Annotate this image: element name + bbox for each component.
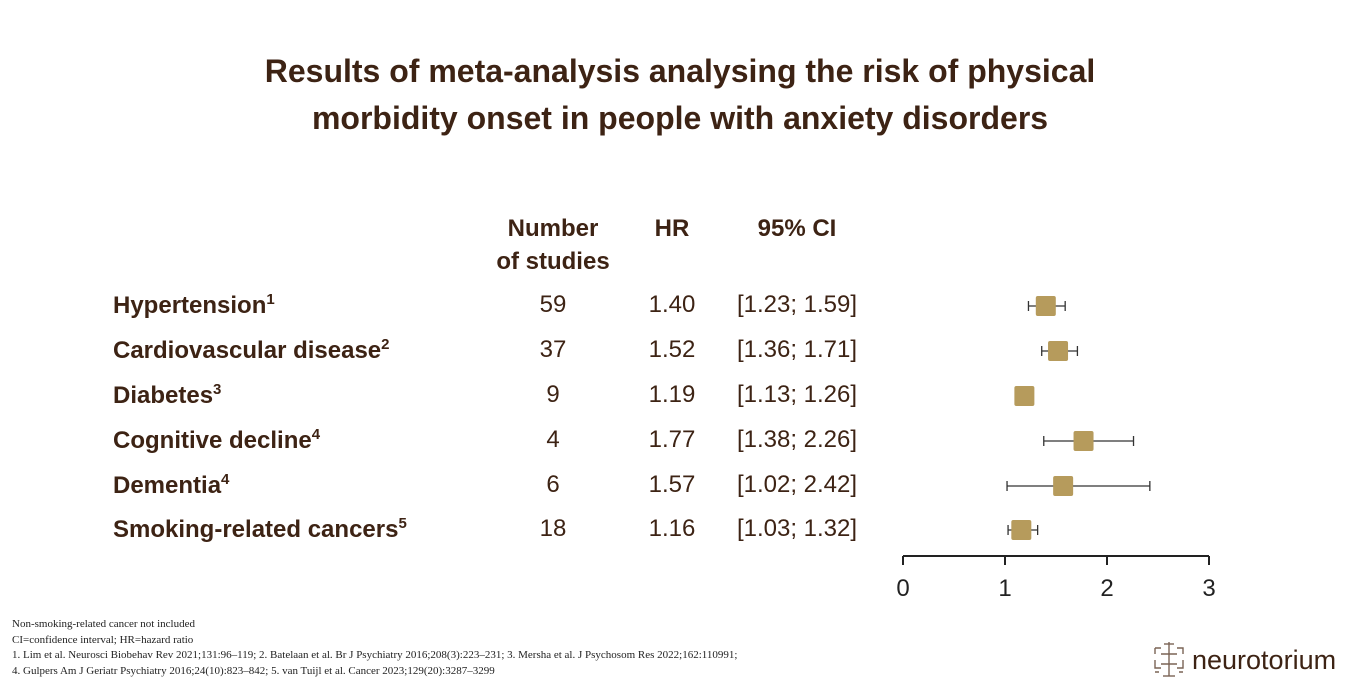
hr-value: 1.19 — [648, 381, 696, 408]
table-row: Dementia4 6 1.57 [1.02; 2.42] — [0, 471, 900, 501]
condition-name: Hypertension — [113, 292, 267, 319]
reference-number: 4 — [221, 471, 230, 488]
x-tick-label: 1 — [998, 575, 1011, 602]
table-row: Cardiovascular disease2 37 1.52 [1.36; 1.71… — [0, 336, 900, 366]
hr-value: 1.40 — [648, 291, 696, 318]
x-tick-label: 3 — [1202, 575, 1215, 602]
studies-value: 6 — [546, 471, 560, 498]
condition-name: Diabetes — [113, 382, 214, 409]
forest-plot: 0 1 2 3 — [896, 296, 1216, 602]
condition-name: Cognitive decline — [113, 427, 312, 454]
ci-value: [1.03; 1.32] — [736, 515, 858, 542]
studies-value: 59 — [539, 291, 567, 318]
row-label: Dementia4 — [113, 471, 229, 500]
chart-title: Results of meta-analysis analysing the r… — [264, 53, 1096, 136]
logo: neurotorium — [1152, 640, 1336, 680]
x-tick-label: 0 — [896, 575, 909, 602]
hr-value: 1.77 — [648, 426, 696, 453]
row-label: Cardiovascular disease2 — [113, 336, 390, 365]
hr-value: 1.16 — [648, 515, 696, 542]
condition-name: Smoking-related cancers — [113, 516, 399, 543]
ci-value: [1.13; 1.26] — [736, 381, 858, 408]
row-label: Diabetes3 — [113, 381, 221, 410]
hr-marker — [1073, 431, 1094, 451]
studies-value: 9 — [546, 381, 560, 408]
studies-value: 4 — [546, 426, 560, 453]
hr-marker — [1014, 386, 1035, 406]
hr-value: 1.57 — [648, 471, 696, 498]
hr-marker — [1011, 520, 1032, 540]
reference-number: 5 — [398, 515, 407, 532]
ci-value: [1.23; 1.59] — [736, 291, 858, 318]
condition-name: Cardiovascular disease — [113, 337, 382, 364]
condition-name: Dementia — [113, 472, 222, 499]
hr-marker — [1053, 476, 1074, 496]
table-row: Smoking-related cancers5 18 1.16 [1.03; 1.3… — [0, 515, 900, 545]
reference-number: 1 — [266, 291, 275, 308]
footnote: 4. Gulpers Am J Geriatr Psychiatry 2016;… — [12, 664, 495, 677]
table-row: Diabetes3 9 1.19 [1.13; 1.26] — [0, 381, 900, 411]
table-row: Hypertension1 59 1.40 [1.23; 1.59] — [0, 291, 900, 321]
neurotorium-logo-icon — [1154, 642, 1184, 677]
reference-number: 3 — [213, 381, 222, 398]
footnote: CI=confidence interval; HR=hazard ratio — [12, 633, 194, 646]
footnote: Non-smoking-related cancer not included — [12, 618, 195, 630]
studies-value: 37 — [539, 336, 567, 363]
footnote: 1. Lim et al. Neurosci Biobehav Rev 2021… — [12, 649, 738, 661]
table-row: Cognitive decline4 4 1.77 [1.38; 2.26] — [0, 426, 900, 456]
ci-value: [1.36; 1.71] — [736, 336, 858, 363]
footnotes: Non-smoking-related cancer not included … — [12, 617, 737, 679]
row-label: Smoking-related cancers5 — [113, 515, 407, 544]
reference-number: 4 — [311, 426, 321, 443]
row-label: Hypertension1 — [113, 291, 275, 320]
x-tick-label: 2 — [1100, 575, 1113, 602]
reference-number: 2 — [381, 336, 390, 353]
studies-value: 18 — [539, 515, 567, 542]
header-hr: HR — [654, 215, 690, 242]
ci-value: [1.38; 2.26] — [736, 426, 858, 453]
hr-marker — [1048, 341, 1069, 361]
header-studies: Number of studies — [496, 215, 610, 275]
row-label: Cognitive decline4 — [113, 426, 320, 455]
header-ci: 95% CI — [757, 215, 837, 242]
ci-value: [1.02; 2.42] — [736, 471, 858, 498]
hr-marker — [1035, 296, 1056, 316]
hr-value: 1.52 — [648, 336, 696, 363]
